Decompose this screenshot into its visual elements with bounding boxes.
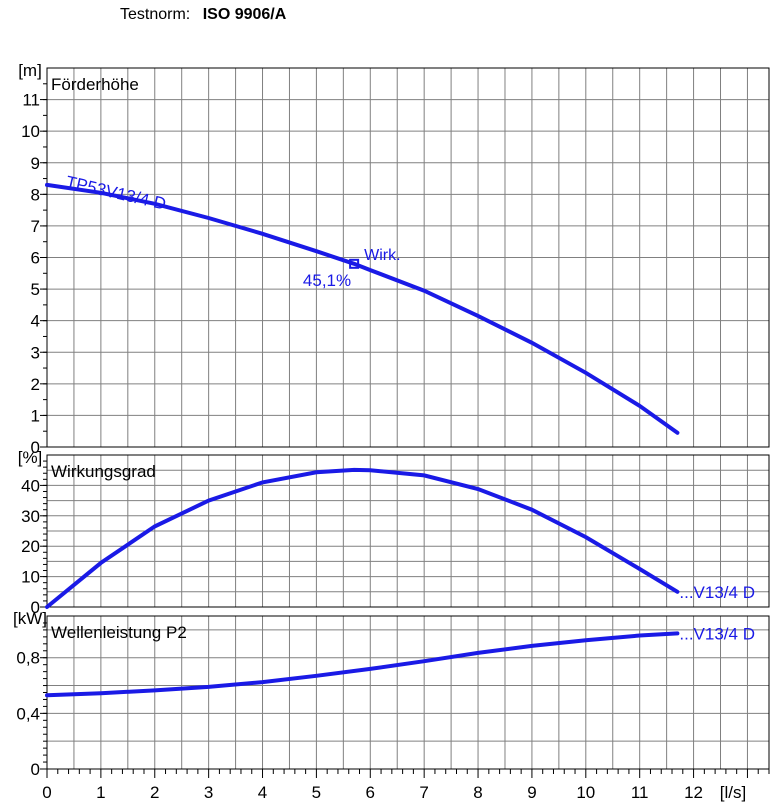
panel-title: Wellenleistung P2 [51,623,187,642]
y-axis-unit: [m] [18,61,42,80]
y-tick-label: 0 [31,598,40,617]
x-tick-label: 11 [631,783,649,802]
series-line [45,467,680,609]
x-tick-label: 9 [527,783,536,802]
test-standard-label: Testnorm: [120,6,191,23]
test-standard: Testnorm: ISO 9906/A [120,6,286,24]
x-tick-label: 10 [576,783,595,802]
y-tick-label: 10 [21,122,40,141]
y-tick-label: 4 [31,312,40,331]
y-tick-label: 7 [31,217,40,236]
series-label: ...V13/4 D [679,583,755,602]
y-tick-label: 5 [31,280,40,299]
y-tick-label: 9 [31,154,40,173]
x-tick-label: 1 [96,783,105,802]
panel-title: Wirkungsgrad [51,462,156,481]
series-label: TP53V13/4 D [64,172,168,213]
panel-title: Förderhöhe [51,75,139,94]
y-tick-label: 8 [31,185,40,204]
x-tick-label: 8 [473,783,482,802]
operating-point-marker [349,258,360,269]
y-tick-label: 6 [31,249,40,268]
operating-point-label: Wirk. [364,247,400,264]
y-tick-label: 10 [21,568,40,587]
test-standard-value: ISO 9906/A [202,6,287,23]
x-tick-label: 12 [684,783,703,802]
x-tick-label: 0 [42,783,51,802]
y-tick-label: 1 [31,406,40,425]
x-tick-label: 7 [419,783,428,802]
y-axis-unit: [kW] [13,609,47,628]
plot-frame [46,454,770,608]
x-tick-label: 6 [366,783,375,802]
x-tick-label: 3 [204,783,213,802]
operating-point-value: 45,1% [303,271,351,290]
x-axis-unit: [l/s] [720,783,746,802]
y-tick-label: 11 [22,91,40,110]
y-tick-label: 0 [31,760,40,779]
y-tick-label: 20 [21,537,40,556]
y-tick-label: 0,4 [16,704,40,723]
x-tick-label: 4 [258,783,267,802]
series-line [45,182,680,435]
x-tick-label: 5 [312,783,321,802]
series-line [45,631,680,698]
y-tick-label: 0 [31,438,40,457]
y-axis-unit: [%] [18,448,43,467]
y-tick-label: 30 [21,507,40,526]
series-label: ...V13/4 D [679,624,755,643]
y-tick-label: 3 [31,343,40,362]
y-tick-label: 2 [31,375,40,394]
y-tick-label: 40 [21,476,40,495]
x-tick-label: 2 [150,783,159,802]
y-tick-label: 0,8 [16,649,40,668]
